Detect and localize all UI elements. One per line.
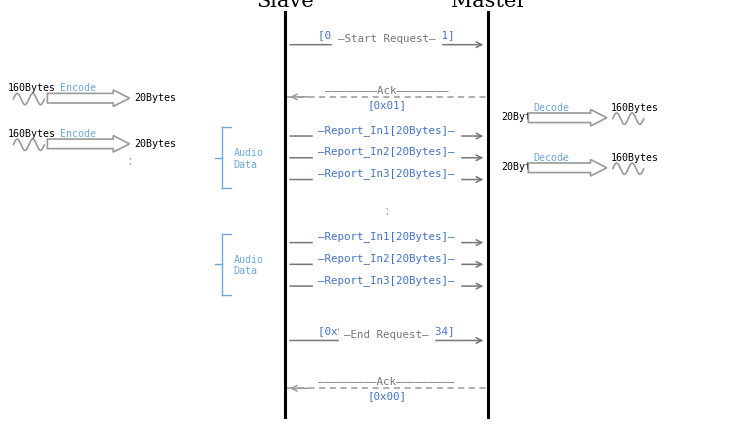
Text: [0x00]: [0x00] [367, 391, 406, 401]
Text: Encode: Encode [60, 83, 95, 93]
Text: [0x01]: [0x01] [367, 100, 406, 110]
Text: Master: Master [451, 0, 526, 11]
Text: :: : [385, 204, 389, 217]
Text: [0x99 0x99 0x99 0x31]: [0x99 0x99 0x99 0x31] [318, 30, 455, 40]
Polygon shape [528, 160, 607, 177]
Text: 20Bytes: 20Bytes [135, 93, 177, 102]
Text: Decode: Decode [534, 153, 569, 162]
Text: :: : [560, 154, 565, 168]
Text: Audio
Data: Audio Data [234, 148, 264, 169]
Text: 160Bytes: 160Bytes [611, 103, 659, 112]
Text: Slave: Slave [256, 0, 314, 11]
Text: —Report_In3[20Bytes]—: —Report_In3[20Bytes]— [318, 168, 455, 179]
Text: —————————Ack—————————: —————————Ack————————— [318, 376, 455, 386]
Text: ————————Ack————————: ————————Ack———————— [325, 85, 448, 95]
Polygon shape [47, 136, 130, 153]
Text: —Report_In3[20Bytes]—: —Report_In3[20Bytes]— [318, 274, 455, 285]
Text: Decode: Decode [534, 103, 569, 112]
Text: —Report_In2[20Bytes]—: —Report_In2[20Bytes]— [318, 146, 455, 157]
Text: [0x99 0x99 0x99 0x34]: [0x99 0x99 0x99 0x34] [318, 325, 455, 335]
Text: 20Bytes: 20Bytes [135, 138, 177, 148]
Polygon shape [528, 110, 607, 127]
Text: 160Bytes: 160Bytes [7, 83, 56, 93]
Text: Audio
Data: Audio Data [234, 254, 264, 276]
Text: —Report_In1[20Bytes]—: —Report_In1[20Bytes]— [318, 231, 455, 242]
Text: —Report_In2[20Bytes]—: —Report_In2[20Bytes]— [318, 253, 455, 263]
Text: 160Bytes: 160Bytes [7, 129, 56, 138]
Text: —End Request—: —End Request— [344, 329, 429, 339]
Text: 20Bytes: 20Bytes [501, 112, 543, 122]
Text: 20Bytes: 20Bytes [501, 162, 543, 172]
Text: —Start Request—: —Start Request— [338, 34, 435, 44]
Text: —Report_In1[20Bytes]—: —Report_In1[20Bytes]— [318, 125, 455, 135]
Polygon shape [47, 91, 130, 107]
Text: 160Bytes: 160Bytes [611, 153, 659, 162]
Text: Encode: Encode [60, 129, 95, 138]
Text: :: : [127, 154, 132, 168]
